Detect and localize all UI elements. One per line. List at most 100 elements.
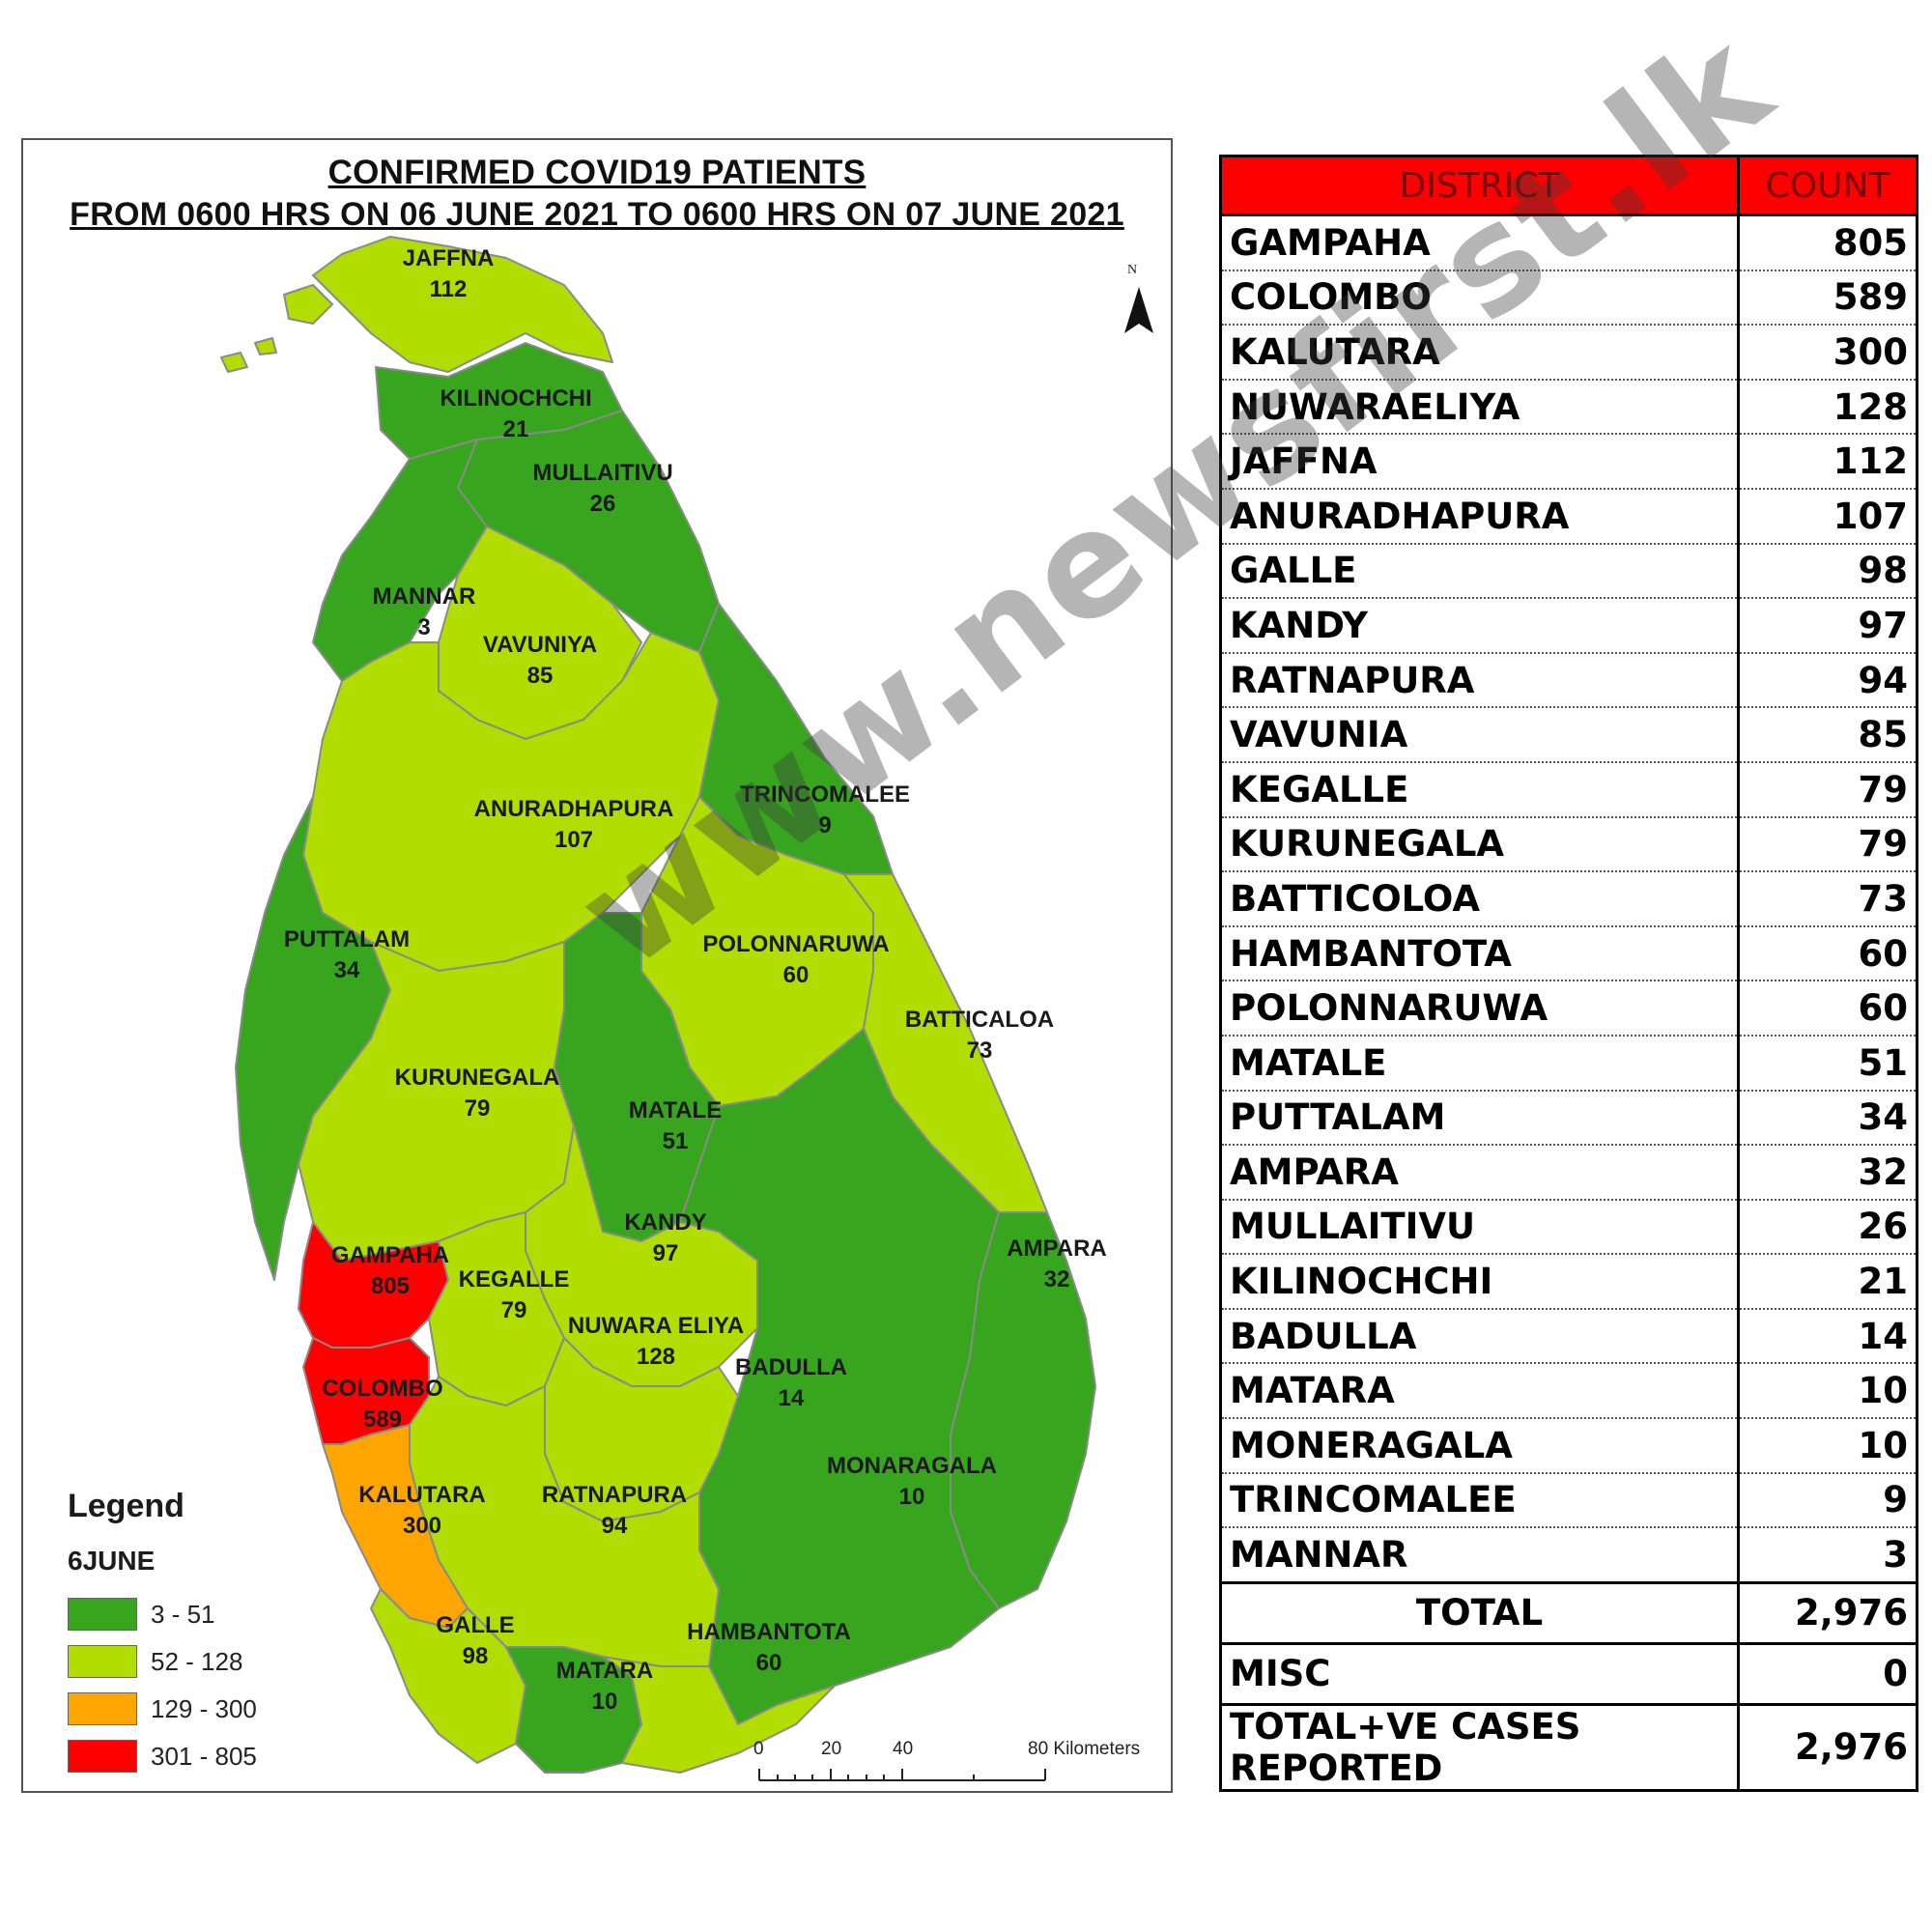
district-count-label: 9 — [818, 812, 831, 838]
district-name-label: GAMPAHA — [331, 1242, 449, 1268]
district-name-label: MATALE — [629, 1097, 722, 1123]
district-count-label: 26 — [590, 491, 616, 517]
count-cell: 10 — [1738, 1418, 1918, 1474]
district-name-label: ANURADHAPURA — [474, 796, 674, 822]
legend-item: 52 - 128 — [68, 1644, 242, 1679]
count-cell: 60 — [1738, 925, 1918, 982]
table-row: MATALE 51 — [1218, 1035, 1918, 1092]
table-row: COLOMBO 589 — [1218, 270, 1918, 327]
table-row: GALLE 98 — [1218, 543, 1918, 600]
count-cell: 98 — [1738, 543, 1918, 600]
district-name-label: BATTICALOA — [905, 1007, 1054, 1033]
table-row: MULLAITIVU 26 — [1218, 1199, 1918, 1256]
misc-row: MISC 0 — [1218, 1641, 1918, 1706]
misc-row-label: MISC — [1218, 1641, 1741, 1706]
district-count-label: 128 — [637, 1344, 675, 1370]
district-count-label: 32 — [1044, 1266, 1070, 1293]
district-count-table: DISTRICT COUNT GAMPAHA 805 COLOMBO 589 KALUT… — [1218, 155, 1918, 1792]
table-row: KANDY 97 — [1218, 598, 1918, 654]
district-cell: NUWARAELIYA — [1218, 379, 1741, 436]
region-jaffna — [312, 236, 613, 373]
district-name-label: KALUTARA — [358, 1482, 486, 1508]
district-count-label: 21 — [503, 416, 529, 442]
reported-row: TOTAL+VE CASES REPORTED 2,976 — [1218, 1702, 1918, 1792]
table-row: NUWARAELIYA 128 — [1218, 379, 1918, 436]
district-name-label: NUWARA ELIYA — [568, 1313, 744, 1339]
table-row: VAVUNIA 85 — [1218, 707, 1918, 763]
district-cell: MATALE — [1218, 1035, 1741, 1092]
district-cell: MULLAITIVU — [1218, 1199, 1741, 1256]
table-row: BATTICOLOA 73 — [1218, 871, 1918, 927]
total-row-label: TOTAL — [1218, 1580, 1741, 1645]
table-row: GAMPAHA 805 — [1218, 214, 1918, 271]
region-badulla-monaragala — [679, 1028, 1000, 1725]
count-cell: 9 — [1738, 1472, 1918, 1529]
district-cell: HAMBANTOTA — [1218, 925, 1741, 982]
count-cell: 60 — [1738, 980, 1918, 1037]
district-cell: GAMPAHA — [1218, 214, 1741, 271]
scale-tick-20: 20 — [821, 1739, 842, 1759]
district-name-label: TRINCOMALEE — [740, 781, 910, 808]
district-cell: COLOMBO — [1218, 270, 1741, 327]
district-count-label: 10 — [899, 1484, 925, 1510]
table-row: AMPARA 32 — [1218, 1145, 1918, 1201]
north-label: N — [1127, 263, 1138, 277]
district-name-label: RATNAPURA — [542, 1482, 687, 1508]
district-name-label: JAFFNA — [403, 245, 495, 271]
district-count-label: 60 — [783, 962, 810, 988]
district-cell: AMPARA — [1218, 1145, 1741, 1201]
district-count-label: 79 — [501, 1297, 527, 1323]
district-count-label: 805 — [371, 1273, 410, 1299]
district-count-label: 60 — [756, 1650, 782, 1676]
count-cell: 26 — [1738, 1199, 1918, 1256]
count-cell: 128 — [1738, 379, 1918, 436]
district-count-label: 3 — [417, 614, 430, 640]
district-cell: PUTTALAM — [1218, 1090, 1741, 1147]
district-cell: KALUTARA — [1218, 325, 1741, 381]
district-cell: POLONNARUWA — [1218, 980, 1741, 1037]
district-name-label: BADULLA — [735, 1354, 847, 1380]
reported-row-value: 2,976 — [1737, 1702, 1918, 1792]
count-cell: 3 — [1738, 1527, 1918, 1584]
district-count-label: 107 — [554, 827, 593, 853]
table-row: BADULLA 14 — [1218, 1308, 1918, 1365]
table-row: PUTTALAM 34 — [1218, 1090, 1918, 1147]
legend-swatch — [68, 1598, 137, 1631]
header-count: COUNT — [1737, 155, 1918, 216]
reported-row-label: TOTAL+VE CASES REPORTED — [1218, 1702, 1741, 1792]
district-name-label: MONARAGALA — [827, 1453, 997, 1479]
map-title: CONFIRMED COVID19 PATIENTS — [327, 154, 867, 191]
count-cell: 73 — [1738, 871, 1918, 927]
table-row: KALUTARA 300 — [1218, 325, 1918, 381]
count-cell: 51 — [1738, 1035, 1918, 1092]
table-row: MATARA 10 — [1218, 1363, 1918, 1420]
legend-swatch — [68, 1692, 137, 1725]
district-count-label: 300 — [403, 1513, 441, 1539]
district-name-label: HAMBANTOTA — [687, 1619, 851, 1645]
district-name-label: KILINOCHCHI — [440, 385, 591, 412]
legend-item: 3 - 51 — [68, 1597, 215, 1632]
legend-swatch — [68, 1645, 137, 1678]
count-cell: 107 — [1738, 488, 1918, 545]
district-count-label: 98 — [463, 1643, 489, 1669]
scale-tick-80: 80 Kilometers — [1028, 1739, 1141, 1759]
map-subtitle: FROM 0600 HRS ON 06 JUNE 2021 TO 0600 HR… — [70, 196, 1124, 233]
scale-tick-40: 40 — [893, 1739, 914, 1759]
district-count-label: 73 — [967, 1037, 993, 1064]
misc-row-value: 0 — [1737, 1641, 1918, 1706]
count-cell: 10 — [1738, 1363, 1918, 1420]
table-row: ANURADHAPURA 107 — [1218, 488, 1918, 545]
legend-label: 3 - 51 — [151, 1599, 215, 1629]
district-count-label: 10 — [592, 1689, 618, 1715]
table-header-row: DISTRICT COUNT — [1218, 155, 1918, 216]
district-cell: TRINCOMALEE — [1218, 1472, 1741, 1529]
district-cell: KEGALLE — [1218, 761, 1741, 818]
legend-item: 301 - 805 — [68, 1739, 257, 1774]
district-cell: RATNAPURA — [1218, 652, 1741, 709]
table-row: RATNAPURA 94 — [1218, 652, 1918, 709]
region-puttalam — [235, 796, 391, 1281]
table-row: MONERAGALA 10 — [1218, 1418, 1918, 1474]
count-cell: 112 — [1738, 434, 1918, 490]
table-row: KEGALLE 79 — [1218, 761, 1918, 818]
table-row: KURUNEGALA 79 — [1218, 816, 1918, 873]
